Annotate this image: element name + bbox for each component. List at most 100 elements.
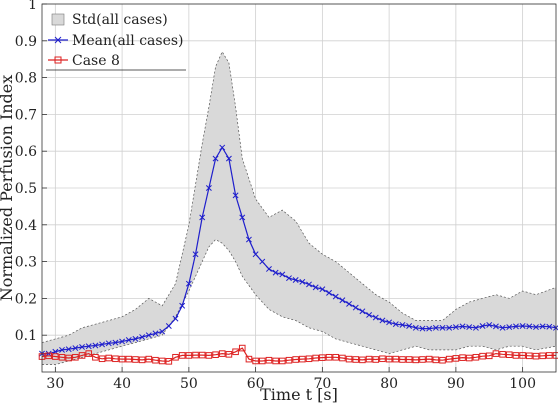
mean-series-marker-stroke [212,155,219,162]
case-series-marker [292,356,299,363]
mean-series-marker [486,321,493,328]
mean-series-marker [85,343,92,350]
ticks: 30 40 50 60 70 80 90 100 0.1 0.2 0.3 0.4 0.5 0.6 0.7 0.… [15,0,536,392]
mean-series-marker-stroke [446,324,453,331]
case-series-marker [339,354,346,362]
case-series-marker [218,350,226,357]
mean-series-marker [492,323,499,330]
mean-series-marker [412,324,419,331]
mean-series-marker-stroke [219,144,226,151]
case-series-marker [279,357,286,365]
mean-series-marker [332,293,339,300]
mean-series-marker-stroke [326,289,332,296]
case-series-marker [445,355,453,363]
case-series-marker [152,356,159,364]
case-series-marker [432,356,440,364]
mean-series-marker-stroke [379,317,386,324]
case-series-marker [485,352,493,360]
case-series-marker [492,350,500,357]
case-series-marker [332,353,340,361]
mean-series-marker [459,323,466,330]
mean-series-marker-stroke [406,323,413,329]
mean-series-marker-stroke [439,324,446,331]
mean-series-marker [139,334,146,340]
case-series-marker [105,354,113,362]
mean-series-marker [205,185,212,191]
case-series-marker [165,358,173,365]
mean-series-marker [426,325,433,332]
x-tick-label: 100 [509,376,536,392]
mean-series-marker-stroke [306,281,312,288]
mean-series-marker [159,328,166,335]
case-series-marker [439,356,446,364]
case-series-marker [399,356,406,363]
mean-series-marker [446,324,453,331]
mean-series-marker-stroke [519,323,526,329]
mean-series-marker-stroke [279,271,286,278]
mean-series-marker-stroke [286,275,292,282]
mean-series-marker-stroke [272,269,279,276]
mean-series-marker-stroke [79,344,86,350]
mean-series-marker [539,323,546,330]
case-series-marker [385,355,393,363]
x-tick-label: 90 [447,376,465,392]
case-series-marker [198,351,206,359]
mean-series-marker [279,271,286,278]
case-series-marker [252,357,259,365]
x-tick-label: 40 [113,376,131,392]
mean-series-marker-stroke [199,214,206,221]
mean-series-marker [79,344,86,350]
mean-series-marker [292,277,299,283]
mean-series-marker [272,269,279,276]
mean-series-marker-stroke [426,325,433,332]
mean-series-marker-stroke [59,346,65,353]
mean-series-marker-stroke [512,323,519,330]
mean-series-marker [472,324,479,331]
mean-series-marker-stroke [486,321,493,328]
mean-series-marker [479,323,486,329]
case-series-marker [245,355,253,363]
mean-series-marker-stroke [112,339,119,346]
mean-series-marker-stroke [466,324,473,331]
mean-series-marker-stroke [492,323,499,330]
series-layer [38,144,558,365]
mean-series-marker [406,323,413,329]
case-series-marker [539,352,546,360]
case-series-marker [158,357,166,365]
mean-series-marker-stroke [419,325,426,332]
mean-series-marker [92,342,99,349]
mean-series-marker-stroke [452,324,459,331]
mean-series-marker-stroke [332,293,339,300]
case-series-marker [238,344,246,352]
mean-series-marker-stroke [499,324,506,331]
case-series-marker [145,355,153,363]
mean-series-marker [172,315,179,322]
case-series-marker [319,354,326,361]
legend-swatch-case-marker [54,56,62,64]
mean-series-marker-stroke [412,324,419,331]
mean-series-marker-stroke [479,323,486,329]
mean-series-marker-stroke [319,286,326,293]
mean-series-marker-stroke [539,323,546,330]
case-series-marker [225,351,233,358]
legend: Std(all cases) Mean(all cases) Case 8 [46,12,186,71]
std-band-area [42,51,556,365]
mean-series-marker [225,155,232,162]
case-series-marker [272,357,279,365]
mean-series-marker-stroke [139,334,146,340]
case-series-marker [532,352,540,360]
mean-series-marker [259,258,266,265]
case-series-marker [419,356,426,363]
case-series-marker [465,354,473,362]
case-series-marker [379,355,386,363]
mean-series-marker [45,350,52,357]
mean-series-marker [326,289,332,296]
y-tick-label: 0.1 [15,328,37,344]
y-tick-label: 0.7 [15,107,37,123]
mean-series-marker-stroke [45,350,52,357]
mean-series-marker [346,300,353,307]
mean-series-marker [232,192,239,199]
mean-series-marker [65,346,72,353]
mean-series-marker [372,314,379,321]
